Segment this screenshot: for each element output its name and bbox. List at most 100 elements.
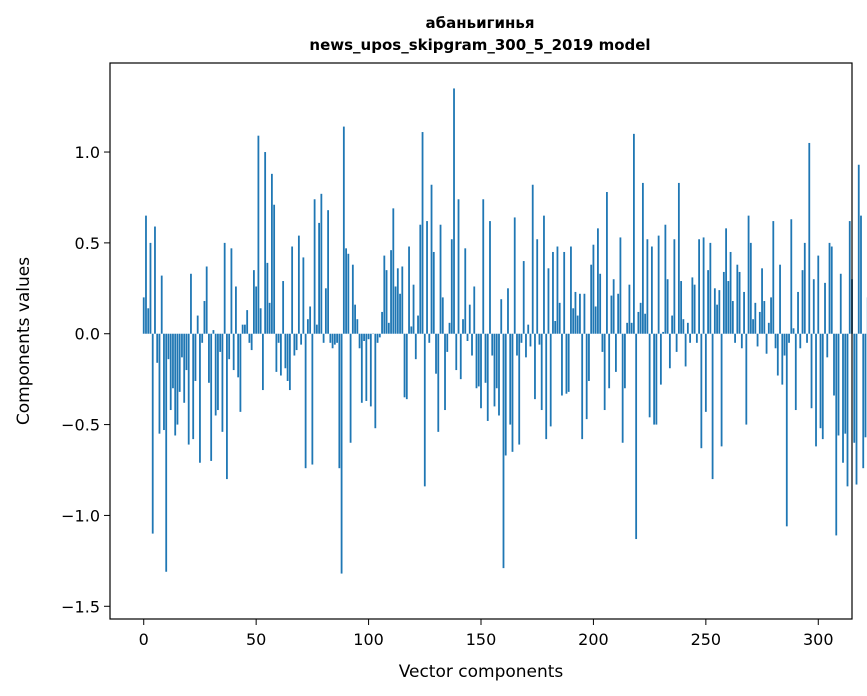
bar-143 xyxy=(464,248,467,334)
bar-10 xyxy=(165,333,168,572)
bar-299 xyxy=(815,333,817,447)
bar-71 xyxy=(302,257,305,334)
x-tick-label-1: 50 xyxy=(246,630,266,649)
bar-293 xyxy=(801,270,804,334)
bar-50 xyxy=(255,286,258,334)
bar-262 xyxy=(731,301,734,334)
bar-46 xyxy=(246,310,249,334)
bar-124 xyxy=(421,132,424,334)
y-tick-label-2: −0.5 xyxy=(61,416,100,435)
bar-252 xyxy=(709,242,712,334)
bar-118 xyxy=(408,246,410,334)
bar-297 xyxy=(810,333,813,409)
bar-275 xyxy=(761,268,763,334)
bar-33 xyxy=(217,333,219,411)
bar-29 xyxy=(208,333,210,383)
bar-242 xyxy=(686,322,689,334)
y-tick-label-3: 0.0 xyxy=(75,325,100,344)
bar-68 xyxy=(295,333,298,351)
bar-129 xyxy=(432,251,435,334)
bar-254 xyxy=(713,288,716,334)
bar-276 xyxy=(763,301,766,334)
bar-260 xyxy=(727,281,730,334)
bar-240 xyxy=(682,319,685,334)
bar-101 xyxy=(369,333,372,407)
bar-113 xyxy=(396,268,399,334)
bar-195 xyxy=(581,333,584,440)
bar-194 xyxy=(579,293,581,334)
bar-126 xyxy=(426,221,428,334)
bar-3 xyxy=(149,242,152,334)
bar-99 xyxy=(365,333,368,401)
bar-271 xyxy=(752,319,754,334)
bar-21 xyxy=(190,273,192,334)
bar-4 xyxy=(151,333,154,534)
bar-295 xyxy=(806,333,808,343)
bar-301 xyxy=(819,333,822,429)
bar-215 xyxy=(626,322,629,334)
bar-307 xyxy=(833,333,835,396)
bar-25 xyxy=(199,333,201,463)
bar-12 xyxy=(169,333,172,411)
bar-122 xyxy=(417,315,419,334)
bar-87 xyxy=(338,333,341,469)
bar-160 xyxy=(502,333,505,569)
bar-314 xyxy=(848,221,851,334)
bar-291 xyxy=(797,291,799,334)
bar-173 xyxy=(531,184,534,334)
bar-100 xyxy=(367,333,370,340)
bar-185 xyxy=(558,302,561,334)
bar-137 xyxy=(450,239,453,334)
bar-92 xyxy=(349,333,352,443)
bar-251 xyxy=(707,270,709,334)
bar-17 xyxy=(181,333,183,358)
bar-145 xyxy=(468,304,471,334)
bar-77 xyxy=(315,324,318,334)
bar-26 xyxy=(201,333,204,343)
bar-191 xyxy=(572,308,575,334)
bar-227 xyxy=(653,333,656,425)
bar-288 xyxy=(790,219,793,334)
bar-65 xyxy=(288,333,291,391)
bar-140 xyxy=(457,199,460,334)
bar-18 xyxy=(183,333,186,403)
bar-108 xyxy=(385,270,388,334)
bar-23 xyxy=(194,333,197,381)
bar-255 xyxy=(716,304,718,334)
bar-62 xyxy=(282,281,285,334)
bar-139 xyxy=(455,333,458,371)
bar-40 xyxy=(232,333,235,371)
bar-111 xyxy=(392,208,395,334)
bar-123 xyxy=(419,224,422,334)
bar-76 xyxy=(313,199,316,334)
bar-32 xyxy=(214,333,217,416)
bar-167 xyxy=(518,333,521,445)
bar-75 xyxy=(311,333,314,465)
bar-236 xyxy=(673,239,676,334)
bar-268 xyxy=(745,333,748,425)
bar-287 xyxy=(788,333,790,343)
bar-83 xyxy=(329,333,332,343)
bar-89 xyxy=(342,126,345,334)
bar-283 xyxy=(779,264,781,334)
y-tick-label-1: −1.0 xyxy=(61,506,100,525)
bar-250 xyxy=(704,333,707,412)
bar-219 xyxy=(635,333,638,540)
bar-311 xyxy=(842,333,844,463)
bar-164 xyxy=(511,333,514,452)
bar-110 xyxy=(390,250,392,334)
bar-237 xyxy=(675,333,678,352)
bar-220 xyxy=(637,311,640,334)
bar-216 xyxy=(628,284,631,334)
bar-61 xyxy=(279,333,282,376)
bar-187 xyxy=(563,251,566,334)
bar-20 xyxy=(187,333,190,445)
bar-121 xyxy=(414,333,417,360)
x-tick-label-6: 300 xyxy=(803,630,834,649)
bar-178 xyxy=(543,215,545,334)
bar-200 xyxy=(592,244,595,334)
bar-312 xyxy=(844,333,847,434)
bar-274 xyxy=(758,311,761,334)
bar-264 xyxy=(736,264,739,334)
